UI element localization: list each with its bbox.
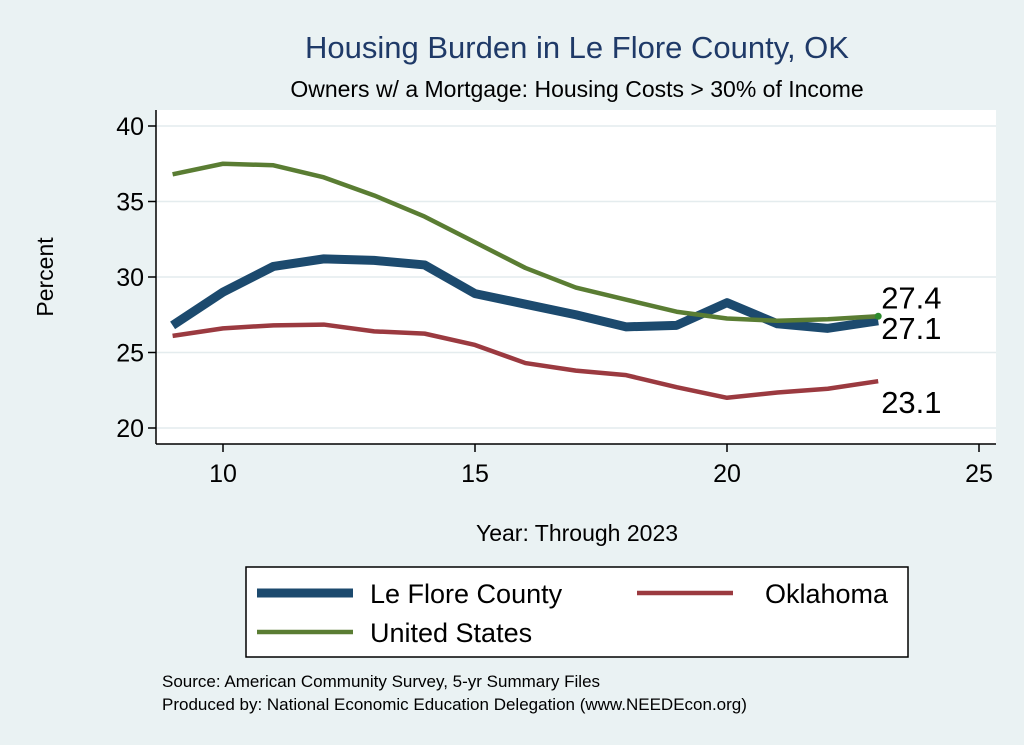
legend: Le Flore County Oklahoma United States [245, 566, 909, 658]
y-axis-ticks: 20 25 30 35 40 [116, 113, 156, 443]
gridlines [156, 125, 996, 429]
source-note: Source: American Community Survey, 5-yr … [162, 672, 600, 691]
producer-note: Produced by: National Economic Education… [162, 695, 747, 714]
x-tick-label: 25 [965, 460, 993, 488]
x-tick-label: 10 [209, 460, 237, 488]
x-tick-label: 15 [461, 460, 489, 488]
y-tick-label: 35 [116, 189, 144, 217]
y-axis-title: Percent [32, 237, 58, 317]
chart-subtitle: Owners w/ a Mortgage: Housing Costs > 30… [290, 76, 863, 102]
legend-label-oklahoma: Oklahoma [765, 579, 889, 609]
end-label-oklahoma: 23.1 [881, 385, 941, 420]
legend-label-le-flore-county: Le Flore County [370, 579, 563, 609]
y-tick-label: 20 [116, 415, 144, 443]
legend-box [245, 566, 909, 658]
x-axis-title: Year: Through 2023 [476, 520, 678, 546]
end-labels: 27.1 23.1 27.4 [874, 280, 942, 420]
y-tick-label: 30 [116, 264, 144, 292]
x-tick-label: 20 [713, 460, 741, 488]
series-lines [170, 161, 879, 401]
chart-title: Housing Burden in Le Flore County, OK [305, 30, 849, 65]
series-line-le-flore-county [170, 254, 879, 333]
end-label-le-flore-county: 27.1 [881, 311, 941, 346]
x-axis-ticks: 10 15 20 25 [209, 444, 993, 488]
y-tick-label: 25 [116, 340, 144, 368]
y-tick-label: 40 [116, 113, 144, 141]
legend-label-united-states: United States [370, 618, 532, 648]
end-label-united-states: 27.4 [881, 280, 941, 315]
series-line-united-states [172, 161, 879, 324]
endpoint-marker [874, 312, 882, 320]
series-line-oklahoma [172, 322, 879, 401]
